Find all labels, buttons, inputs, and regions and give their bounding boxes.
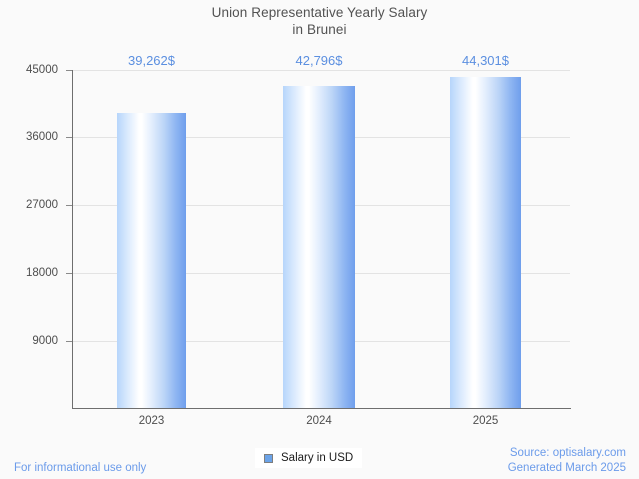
chart-legend[interactable]: Salary in USD xyxy=(255,448,363,468)
value-label-2023: 39,262$ xyxy=(128,53,175,68)
y-tick-label-27000: 27000 xyxy=(26,199,58,211)
tick-mark-27000 xyxy=(66,205,72,206)
y-tick-label-18000: 18000 xyxy=(26,267,58,279)
y-tick-label-36000: 36000 xyxy=(26,131,58,143)
tick-mark-18000 xyxy=(66,273,72,274)
x-tick-label-2023: 2023 xyxy=(138,415,165,427)
tick-mark-9000 xyxy=(66,341,72,342)
gridline-45000 xyxy=(72,70,570,71)
legend-label-salary-in-usd: Salary in USD xyxy=(281,452,354,464)
value-label-2025: 44,301$ xyxy=(462,53,509,68)
bar-2025[interactable] xyxy=(450,77,521,408)
chart-title-line-1: Union Representative Yearly Salary xyxy=(211,5,428,20)
bar-2023[interactable] xyxy=(117,113,186,408)
chart-title-line-2: in Brunei xyxy=(292,22,347,37)
bar-2024[interactable] xyxy=(283,86,355,408)
y-axis-line xyxy=(72,70,73,409)
value-label-2024: 42,796$ xyxy=(295,53,343,68)
legend-swatch-icon xyxy=(264,453,273,463)
x-axis-line xyxy=(72,408,571,409)
y-tick-label-45000: 45000 xyxy=(26,64,58,76)
disclaimer-text: For informational use only xyxy=(14,462,147,474)
generated-text: Generated March 2025 xyxy=(507,462,626,474)
tick-mark-45000 xyxy=(66,70,72,71)
chart-title: Union Representative Yearly Salary in Br… xyxy=(0,4,639,38)
source-text: Source: optisalary.com xyxy=(509,447,626,459)
tick-mark-36000 xyxy=(66,137,72,138)
source-block: Source: optisalary.com Generated March 2… xyxy=(508,446,626,476)
x-tick-label-2024: 2024 xyxy=(306,415,332,427)
y-tick-label-9000: 9000 xyxy=(32,335,58,347)
x-tick-label-2025: 2025 xyxy=(472,415,499,427)
